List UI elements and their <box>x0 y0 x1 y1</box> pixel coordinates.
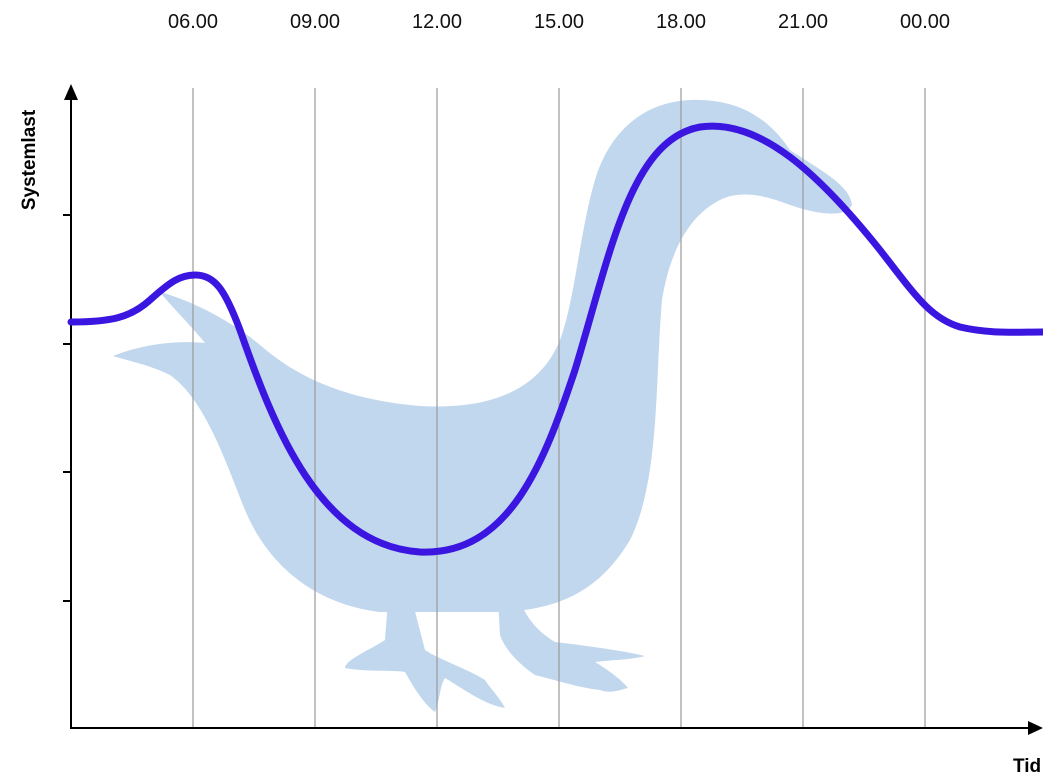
y-axis-arrow <box>64 84 78 100</box>
axes <box>63 96 1032 729</box>
x-tick-label: 18.00 <box>656 11 706 33</box>
y-axis-label: Systemlast <box>19 109 40 210</box>
duck-illustration <box>113 99 852 712</box>
load-curve <box>67 122 1043 556</box>
x-tick-label: 00.00 <box>900 11 950 33</box>
x-axis-label: Tid <box>1013 756 1041 775</box>
x-tick-labels: 06.00 09.00 12.00 15.00 18.00 21.00 00.00 <box>168 11 950 33</box>
x-axis-arrow <box>1028 721 1043 735</box>
x-tick-label: 12.00 <box>412 11 462 33</box>
grid <box>192 88 926 728</box>
x-tick-label: 21.00 <box>778 11 828 33</box>
x-tick-label: 15.00 <box>534 11 584 33</box>
x-tick-label: 06.00 <box>168 11 218 33</box>
x-tick-label: 09.00 <box>290 11 340 33</box>
